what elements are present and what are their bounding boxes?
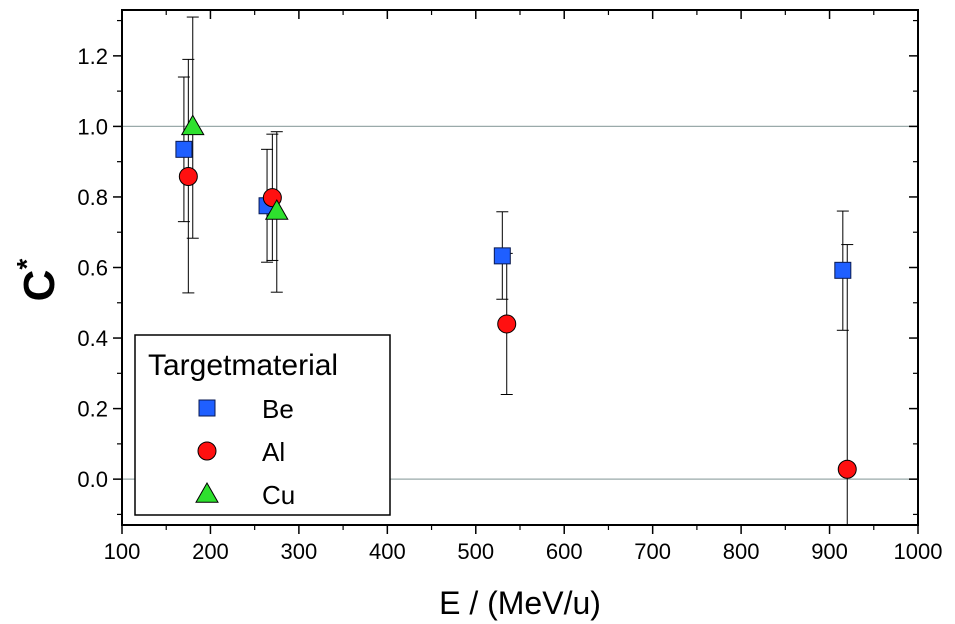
data-point-al [837, 459, 857, 479]
data-point-cu [264, 199, 289, 220]
data-point-al [178, 166, 198, 186]
x-tick-label: 100 [104, 539, 141, 564]
y-axis-title-main: C [15, 270, 64, 302]
data-point-be [834, 261, 852, 279]
x-tick-label: 800 [723, 539, 760, 564]
y-axis-title-superscript: * [11, 259, 42, 270]
x-tick-label: 1000 [894, 539, 943, 564]
legend-title: Targetmaterial [148, 349, 338, 382]
y-tick-label: 0.2 [77, 397, 108, 422]
data-point-cu [180, 114, 205, 136]
legend-label-al: Al [262, 437, 285, 467]
x-tick-label: 600 [546, 539, 583, 564]
x-axis-ticks [121, 10, 919, 534]
x-tick-label: 500 [457, 539, 494, 564]
y-tick-label: 0.6 [77, 256, 108, 281]
x-tick-label: 900 [811, 539, 848, 564]
legend-label-be: Be [262, 394, 294, 424]
x-tick-label: 700 [634, 539, 671, 564]
y-axis-tick-labels: 0.0 0.2 0.4 0.6 0.8 1.0 1.2 [77, 44, 108, 492]
legend-box [134, 334, 391, 516]
x-axis-title: E / (MeV/u) [439, 585, 601, 621]
y-tick-label: 1.2 [77, 44, 108, 69]
x-tick-label: 400 [369, 539, 406, 564]
data-point-be [175, 140, 193, 158]
x-tick-label: 300 [281, 539, 318, 564]
legend-label-cu: Cu [262, 480, 295, 510]
x-tick-label: 200 [192, 539, 229, 564]
data-point-be [493, 247, 511, 265]
x-axis-tick-labels: 100 200 300 400 500 600 700 800 900 1000 [104, 539, 943, 564]
y-tick-label: 0.4 [77, 326, 108, 351]
y-axis-title: C* [11, 259, 64, 302]
y-tick-label: 0.0 [77, 467, 108, 492]
legend-items: Be Al Cu [195, 394, 295, 510]
legend-marker-al [197, 441, 217, 461]
legend-marker-cu [195, 481, 219, 503]
y-tick-label: 1.0 [77, 114, 108, 139]
legend-marker-be [198, 399, 216, 417]
y-axis-ticks [113, 19, 918, 516]
data-point-al [497, 314, 517, 334]
data-markers [175, 114, 857, 479]
legend: Targetmaterial Be Al Cu [134, 334, 391, 516]
y-tick-label: 0.8 [77, 185, 108, 210]
